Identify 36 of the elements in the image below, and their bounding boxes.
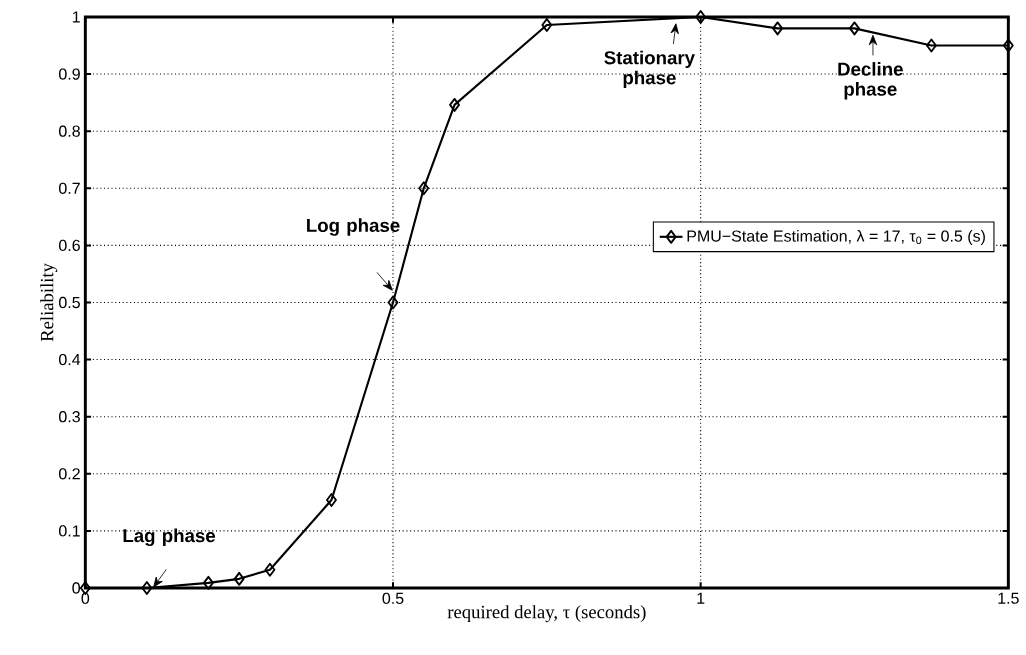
point (233, 571, 245, 586)
y-tick-label: 0.5 (59, 296, 80, 309)
point (264, 562, 276, 577)
y-tick-label: 0.2 (59, 468, 80, 480)
y-tick-label: 0.1 (59, 525, 80, 537)
annotation: Lag phase (123, 528, 216, 547)
point (772, 21, 784, 36)
point (541, 18, 553, 32)
y-axis-title: Reliability (40, 263, 58, 342)
y-tick-label: 1 (72, 11, 80, 23)
x-axis-title: required delay, τ (seconds) (447, 605, 646, 623)
x-tick-label: 0 (81, 592, 90, 605)
point (925, 38, 937, 53)
y-tick-label: 0.9 (59, 68, 80, 80)
x-tick-label: 0.5 (382, 592, 404, 605)
point (202, 575, 214, 590)
point (849, 21, 860, 36)
point (418, 181, 430, 196)
annotation: Log phase (307, 218, 400, 236)
annotation: Stationary phase (604, 50, 695, 89)
point (449, 97, 460, 112)
annotation: Decline phase (838, 62, 903, 100)
x-tick-label: 1.5 (998, 592, 1019, 604)
point (326, 493, 337, 507)
point (141, 581, 153, 595)
point (695, 10, 707, 24)
point (1002, 38, 1014, 53)
x-tick-label: 1 (697, 592, 705, 604)
y-tick-label: 0.8 (59, 125, 80, 137)
y-tick-label: 0.4 (59, 353, 81, 366)
y-tick-label: 0 (72, 582, 81, 594)
y-tick-label: 0.7 (59, 182, 80, 194)
y-tick-label: 0.6 (59, 239, 80, 252)
legend-label: PMU−State Estimation, λ = 17, τ$_{0}$ = 0.5 (s) (687, 230, 985, 245)
point (387, 295, 399, 310)
y-tick-label: 0.3 (59, 411, 80, 423)
